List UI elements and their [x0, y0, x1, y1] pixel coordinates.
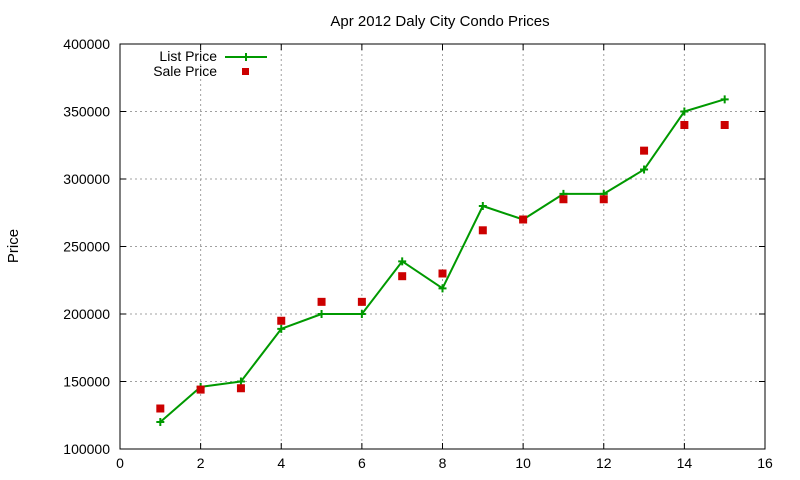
sale-price-point [599, 195, 608, 204]
y-tick-label: 200000 [63, 306, 110, 322]
y-tick-label: 100000 [63, 441, 110, 457]
y-tick-labels: 100000 150000 200000 250000 300000 350000 4000… [63, 36, 110, 457]
list-price-point [236, 377, 245, 386]
y-tick-label: 350000 [63, 104, 110, 120]
sale-price-point [357, 297, 366, 306]
chart-title: Apr 2012 Daly City Condo Prices [330, 13, 549, 30]
list-price-point [156, 418, 165, 426]
sale-price-point [640, 146, 649, 155]
y-tick-label: 150000 [63, 374, 110, 390]
sale-price-point [236, 384, 245, 393]
y-axis-label: Price [5, 229, 22, 263]
y-tick-label: 400000 [63, 36, 110, 52]
sale-price-point [317, 297, 326, 306]
list-price-point [680, 107, 689, 116]
list-price-point [317, 310, 326, 318]
sale-price-point [680, 121, 689, 129]
list-price-point [640, 165, 649, 174]
legend-label-list-price: List Price [159, 48, 217, 64]
legend: List Price Sale Price [153, 48, 267, 79]
sale-price-point [156, 404, 165, 413]
x-tick-labels: 0 2 4 6 8 10 12 14 16 [116, 455, 773, 471]
y-tick-label: 300000 [63, 171, 110, 187]
legend-marker-sale-price [242, 68, 249, 75]
sale-price-point [720, 121, 729, 129]
list-price-point [357, 310, 366, 318]
sale-price-point [277, 316, 286, 325]
x-tick-label: 4 [277, 455, 285, 471]
x-tick-label: 8 [439, 455, 447, 471]
x-tick-label: 16 [757, 455, 773, 471]
sale-price-point [438, 269, 447, 278]
legend-marker-list-price [242, 53, 250, 61]
x-tick-label: 12 [596, 455, 612, 471]
x-tick-label: 10 [515, 455, 531, 471]
tick-marks [119, 43, 766, 450]
x-tick-label: 14 [677, 455, 693, 471]
list-price-point [398, 257, 407, 266]
sale-price-point [196, 385, 205, 394]
list-price-point [720, 95, 729, 104]
y-tick-label: 250000 [63, 239, 110, 255]
x-tick-label: 0 [116, 455, 124, 471]
series-layer [156, 95, 729, 426]
list-price-point [478, 202, 487, 210]
list-price-point [277, 324, 286, 333]
legend-label-sale-price: Sale Price [153, 63, 217, 79]
x-tick-label: 6 [358, 455, 366, 471]
sale-price-point [478, 226, 487, 235]
list-price-point [438, 284, 447, 293]
x-tick-label: 2 [197, 455, 205, 471]
sale-price-point [398, 272, 407, 281]
sale-price-point [519, 215, 528, 224]
sale-price-point [559, 195, 568, 204]
